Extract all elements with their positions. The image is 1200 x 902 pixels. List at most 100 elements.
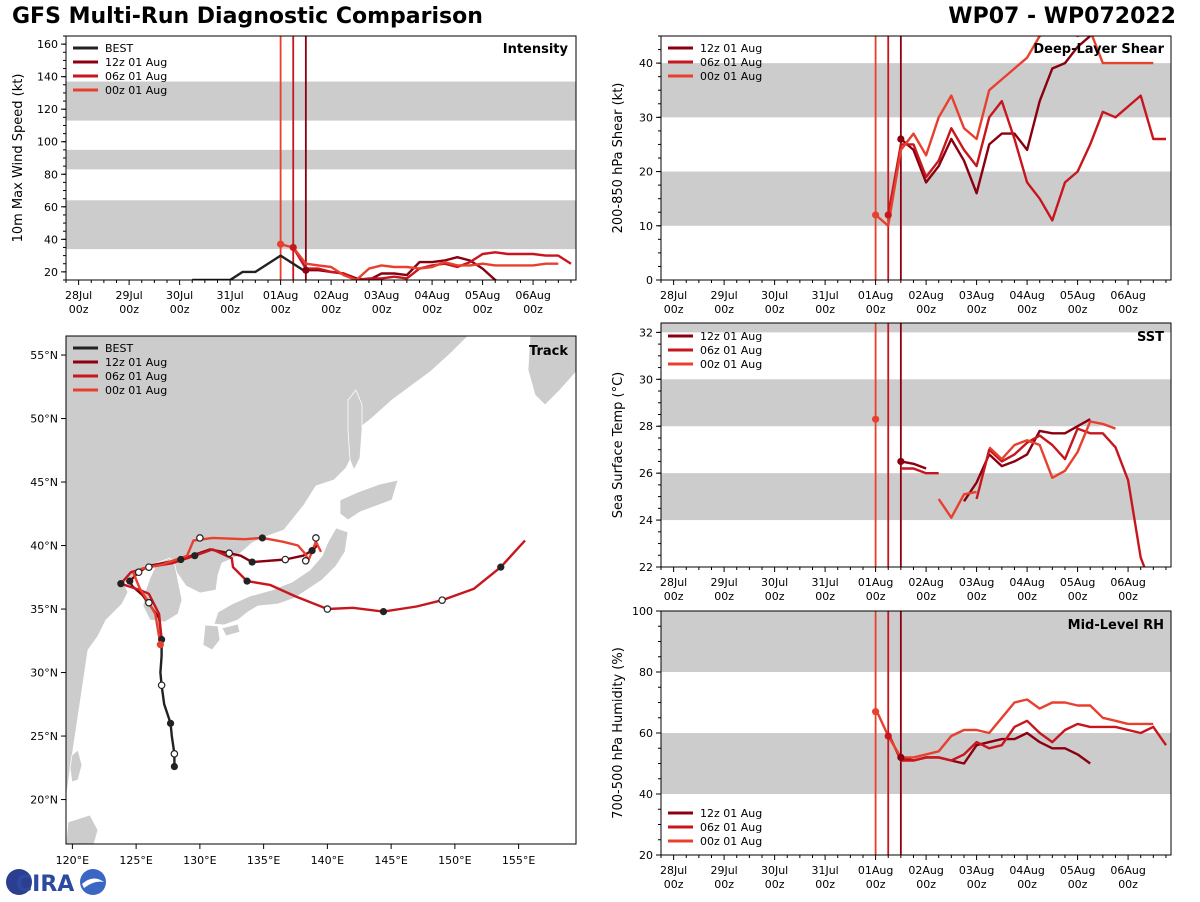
sst-xtick-hour: 00z — [664, 590, 684, 603]
shear-xtick-hour: 00z — [1068, 303, 1088, 316]
shear-xtick-hour: 00z — [1017, 303, 1037, 316]
intensity-xtick-label: 30Jul — [166, 289, 193, 302]
intensity-xtick-hour: 00z — [422, 303, 442, 316]
intensity-xtick-label: 04Aug — [414, 289, 449, 302]
shear-xtick-label: 02Aug — [908, 289, 943, 302]
shear-ytick-label: 10 — [639, 220, 653, 233]
sst-ytick-label: 22 — [639, 561, 653, 574]
track-position-marker — [308, 547, 316, 555]
intensity-xtick-label: 29Jul — [115, 289, 142, 302]
rh-xtick-hour: 00z — [916, 878, 936, 891]
sst-xtick-label: 02Aug — [908, 576, 943, 589]
legend-00z-label: 00z 01 Aug — [700, 358, 762, 371]
shear-title: Deep-Layer Shear — [1033, 42, 1164, 57]
rh-legend: 12z 01 Aug 06z 01 Aug 00z 01 Aug — [668, 807, 762, 848]
intensity-legend: BEST 12z 01 Aug 06z 01 Aug 00z 01 Aug — [73, 42, 167, 97]
shear-ytick-label: 40 — [639, 57, 653, 70]
track-panel: 120°E 125°E 130°E 135°E 140°E 145°E 150°E 155°E… — [30, 335, 577, 867]
shear-legend: 12z 01 Aug 06z 01 Aug 00z 01 Aug — [668, 42, 762, 83]
track-position-marker — [117, 580, 125, 588]
shear-xtick-hour: 00z — [664, 303, 684, 316]
sst-init-marker-run_00z — [872, 415, 880, 423]
shear-xtick-hour: 00z — [1118, 303, 1138, 316]
legend-06z-label: 06z 01 Aug — [105, 70, 167, 83]
sst-ytick-label: 30 — [639, 373, 653, 386]
intensity-panel: 2040608010012014016028Jul00z29Jul00z30Ju… — [11, 35, 577, 316]
track-position-marker — [177, 555, 185, 564]
rh-init-marker-run_06z — [884, 732, 892, 740]
shear-xtick-label: 28Jul — [660, 289, 687, 302]
storm-id-title: WP07 - WP072022 — [948, 4, 1176, 29]
track-lat-label: 55°N — [30, 349, 58, 362]
rh-title: Mid-Level RH — [1068, 618, 1164, 633]
track-position-marker — [191, 552, 199, 560]
sst-panel: 22242628303228Jul00z29Jul00z30Jul00z31Ju… — [611, 322, 1172, 603]
rh-ytick-label: 100 — [632, 605, 653, 618]
track-lat-label: 25°N — [30, 730, 58, 743]
shear-xtick-label: 31Jul — [811, 289, 838, 302]
sst-ytick-label: 26 — [639, 467, 653, 480]
legend-06z-label: 06z 01 Aug — [700, 344, 762, 357]
track-position-marker-hollow — [301, 556, 310, 565]
main-title: GFS Multi-Run Diagnostic Comparison — [12, 4, 483, 29]
sst-series-run_00z — [937, 490, 977, 519]
sst-ytick-label: 32 — [639, 326, 653, 339]
shear-xtick-hour: 00z — [815, 303, 835, 316]
rh-xtick-label: 31Jul — [811, 864, 838, 877]
rh-xtick-hour: 00z — [714, 878, 734, 891]
shear-band — [661, 171, 1171, 226]
cira-logo: CIRA — [4, 866, 108, 902]
intensity-ytick-label: 120 — [37, 103, 58, 116]
rh-xtick-label: 04Aug — [1009, 864, 1044, 877]
rh-xtick-hour: 00z — [1118, 878, 1138, 891]
track-lon-label: 145°E — [374, 854, 407, 867]
intensity-xtick-hour: 00z — [220, 303, 240, 316]
rh-ytick-label: 20 — [639, 849, 653, 862]
intensity-xtick-label: 06Aug — [515, 289, 550, 302]
shear-series-run_12z — [900, 36, 1091, 195]
sst-series-run_12z — [900, 460, 927, 470]
intensity-ytick-label: 80 — [44, 168, 58, 181]
rh-xtick-label: 30Jul — [761, 864, 788, 877]
rh-xtick-hour: 00z — [1017, 878, 1037, 891]
sst-xtick-label: 30Jul — [761, 576, 788, 589]
legend-12z-label: 12z 01 Aug — [700, 330, 762, 343]
shear-band — [661, 63, 1171, 118]
track-position-marker — [126, 577, 134, 585]
sst-xtick-hour: 00z — [916, 590, 936, 603]
shear-xtick-hour: 00z — [714, 303, 734, 316]
legend-06z-label: 06z 01 Aug — [105, 370, 167, 383]
track-position-marker-hollow — [145, 598, 153, 607]
intensity-xtick-hour: 00z — [372, 303, 392, 316]
intensity-xtick-label: 03Aug — [364, 289, 399, 302]
shear-ytick-label: 30 — [639, 111, 653, 124]
intensity-xtick-hour: 00z — [473, 303, 493, 316]
shear-xtick-label: 03Aug — [959, 289, 994, 302]
track-lon-label: 150°E — [438, 854, 471, 867]
shear-ytick-label: 0 — [646, 274, 653, 287]
rh-xtick-hour: 00z — [866, 878, 886, 891]
rh-xtick-hour: 00z — [664, 878, 684, 891]
land-korea — [142, 557, 183, 623]
legend-12z-label: 12z 01 Aug — [105, 356, 167, 369]
rh-band — [661, 733, 1171, 794]
track-lat-label: 50°N — [30, 413, 58, 426]
land-kyushu — [202, 624, 221, 651]
logo-text: CIRA — [16, 872, 74, 897]
sst-xtick-hour: 00z — [1068, 590, 1088, 603]
sst-xtick-hour: 00z — [967, 590, 987, 603]
track-position-marker-hollow — [438, 596, 446, 604]
shear-xtick-label: 29Jul — [710, 289, 737, 302]
shear-init-marker-run_12z — [897, 135, 905, 143]
sst-xtick-hour: 00z — [1118, 590, 1138, 603]
track-position-marker — [258, 534, 266, 542]
legend-best-label: BEST — [105, 342, 133, 355]
intensity-xtick-label: 01Aug — [263, 289, 298, 302]
sst-title: SST — [1137, 330, 1164, 345]
rh-ylabel: 700-500 hPa Humidity (%) — [611, 647, 626, 819]
sst-ylabel: Sea Surface Temp (°C) — [611, 372, 626, 519]
track-position-marker-hollow — [170, 750, 179, 758]
shear-panel: 01020304028Jul00z29Jul00z30Jul00z31Jul00… — [611, 35, 1172, 316]
sst-series-run_00z — [988, 420, 1116, 479]
legend-06z-label: 06z 01 Aug — [700, 56, 762, 69]
